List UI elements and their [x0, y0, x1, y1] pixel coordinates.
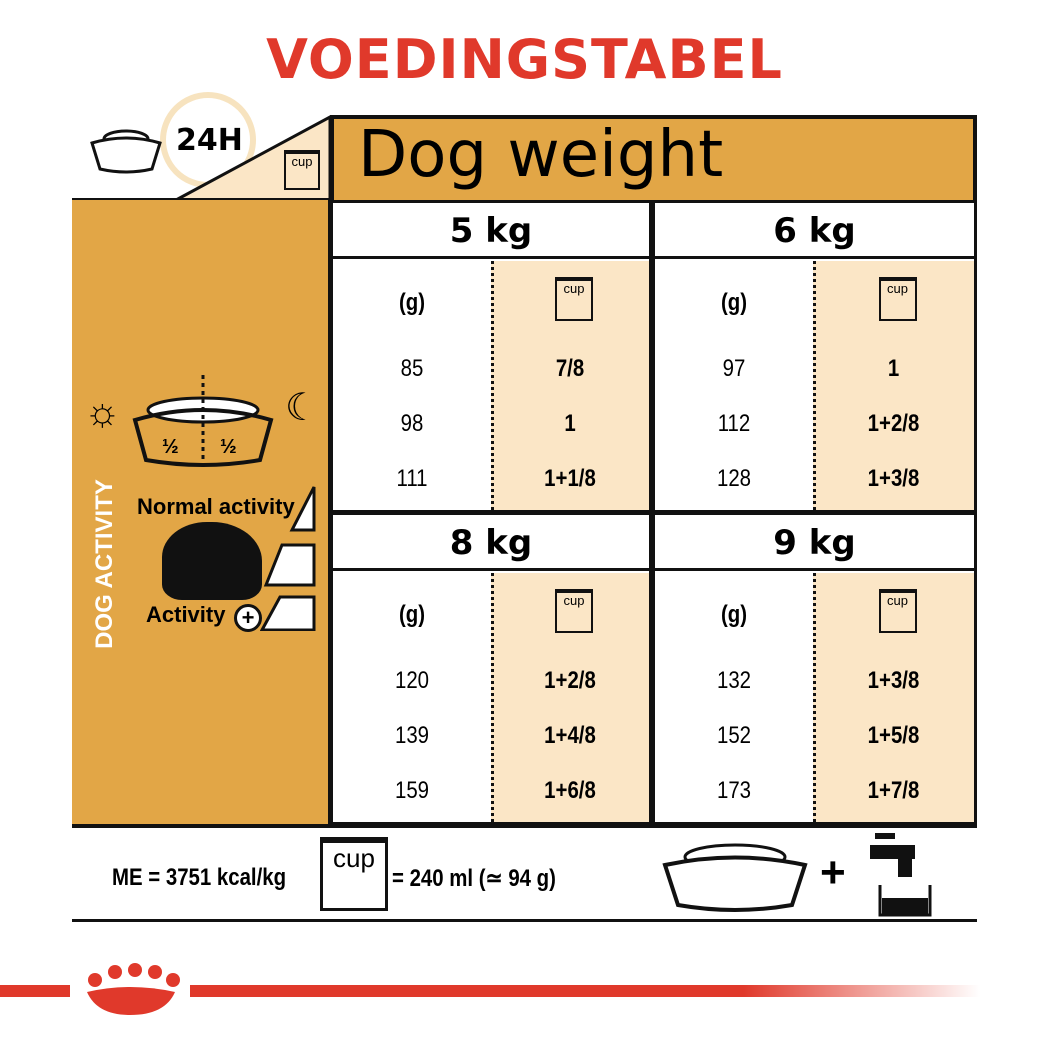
red-stripe-right: [190, 985, 980, 997]
grams-value: 128: [716, 465, 752, 492]
cup-icon: cup: [284, 150, 320, 190]
cups-value: 1+3/8: [867, 667, 920, 694]
grams-value: 173: [716, 777, 752, 804]
cup-column: [491, 573, 649, 822]
cups-value: 1+1/8: [544, 465, 596, 492]
grams-header: (g): [720, 601, 748, 628]
grams-header: (g): [398, 289, 426, 316]
grams-value: 98: [400, 410, 424, 437]
cups-value: 1: [564, 410, 576, 437]
grams-value: 132: [716, 667, 752, 694]
sun-icon: ☼: [84, 390, 121, 434]
normal-activity-label: Normal activity: [137, 494, 295, 519]
cups-value: 1+6/8: [544, 777, 596, 804]
weight-block: 9 kg (g) cup 132 1+3/8 152 1+5/8 173 1+7/8: [652, 512, 977, 825]
cup-icon: cup: [878, 277, 917, 321]
24h-label: 24H: [176, 123, 243, 158]
activity-panel: [72, 200, 332, 825]
cup-equivalent: = 240 ml (≃ 94 g): [392, 865, 556, 892]
cup-column: [813, 261, 974, 510]
dog-weight-title: Dog weight: [358, 118, 724, 192]
weight-label: 8 kg: [333, 515, 649, 571]
grams-value: 120: [394, 667, 430, 694]
water-tap-icon: [870, 833, 932, 917]
cup-column: [813, 573, 974, 822]
half-right: ½: [220, 436, 237, 458]
grams-value: 85: [400, 355, 424, 382]
weight-label: 6 kg: [655, 203, 974, 259]
page-title: VOEDINGSTABEL: [266, 28, 783, 91]
red-stripe-left: [0, 985, 70, 997]
grams-value: 152: [716, 722, 752, 749]
cup-icon: cup: [878, 589, 917, 633]
plus-circle-icon: +: [234, 604, 262, 632]
weight-label: 9 kg: [655, 515, 974, 571]
activity-scale-icon: [260, 486, 316, 631]
grams-header: (g): [720, 289, 748, 316]
food-bowl-icon: [90, 129, 162, 174]
grams-value: 97: [722, 355, 746, 382]
grams-value: 139: [394, 722, 430, 749]
weight-block: 6 kg (g) cup 97 1 112 1+2/8 128 1+3/8: [652, 200, 977, 513]
cup-icon: cup: [555, 589, 593, 633]
dog-silhouette-icon: [162, 522, 262, 600]
dog-activity-label: DOG ACTIVITY: [91, 479, 118, 649]
divider-bottom: [72, 919, 977, 922]
grams-value: 111: [396, 465, 428, 492]
grams-value: 112: [717, 410, 751, 437]
weight-label: 5 kg: [333, 203, 649, 259]
dog-weight-header: [330, 115, 977, 201]
grams-value: 159: [394, 777, 430, 804]
me-value: ME = 3751 kcal/kg: [112, 864, 287, 891]
divider-top: [72, 824, 977, 828]
cup-icon: cup: [320, 837, 388, 911]
cups-value: 1+2/8: [544, 667, 596, 694]
activity-label: Activity: [146, 602, 226, 627]
grams-header: (g): [398, 601, 426, 628]
weight-block: 8 kg (g) cup 120 1+2/8 139 1+4/8 159 1+6/8: [330, 512, 652, 825]
moon-icon: ☾: [285, 387, 320, 429]
weight-block: 5 kg (g) cup 85 7/8 98 1 111 1+1/8: [330, 200, 652, 513]
cups-value: 7/8: [555, 355, 585, 382]
cups-value: 1+5/8: [867, 722, 920, 749]
cups-value: 1+7/8: [867, 777, 920, 804]
plus-sign: +: [820, 848, 846, 897]
cup-icon: cup: [555, 277, 593, 321]
royal-canin-logo: [87, 963, 180, 1015]
half-left: ½: [162, 436, 179, 458]
cup-column: [491, 261, 649, 510]
cups-value: 1+2/8: [867, 410, 920, 437]
cups-value: 1+4/8: [544, 722, 596, 749]
food-bowl-icon: [662, 843, 808, 912]
cups-value: 1+3/8: [867, 465, 920, 492]
split-bowl-icon: [132, 375, 274, 470]
cups-value: 1: [887, 355, 900, 382]
